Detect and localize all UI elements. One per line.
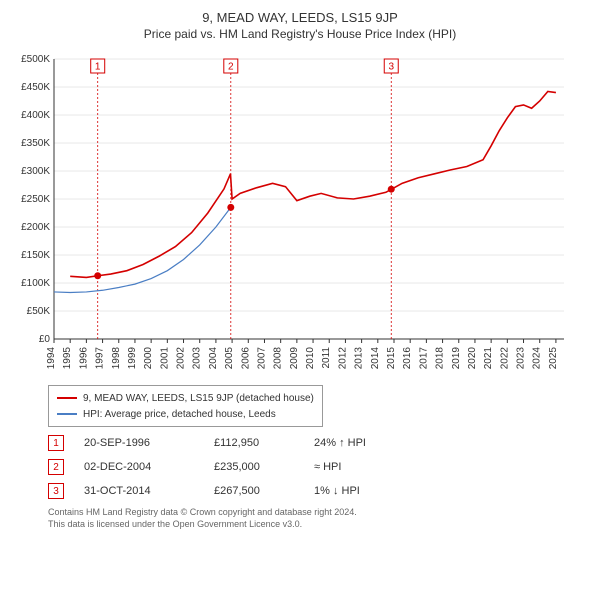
- footer: Contains HM Land Registry data © Crown c…: [48, 507, 592, 530]
- legend: 9, MEAD WAY, LEEDS, LS15 9JP (detached h…: [48, 385, 323, 427]
- svg-text:1995: 1995: [62, 347, 73, 370]
- svg-text:£500K: £500K: [21, 54, 50, 65]
- sales-price: £235,000: [214, 461, 294, 473]
- sales-marker: 2: [48, 459, 64, 475]
- svg-text:2000: 2000: [143, 347, 154, 370]
- svg-text:1998: 1998: [111, 347, 122, 370]
- svg-text:2022: 2022: [499, 347, 510, 370]
- svg-text:2006: 2006: [240, 347, 251, 370]
- legend-swatch: [57, 397, 77, 399]
- svg-text:£0: £0: [39, 334, 51, 345]
- svg-text:2007: 2007: [256, 347, 267, 370]
- svg-text:£50K: £50K: [27, 306, 51, 317]
- svg-text:2009: 2009: [289, 347, 300, 370]
- footer-line1: Contains HM Land Registry data © Crown c…: [48, 507, 592, 519]
- svg-text:2018: 2018: [435, 347, 446, 370]
- svg-text:2025: 2025: [548, 347, 559, 370]
- svg-text:2: 2: [228, 62, 234, 73]
- legend-swatch: [57, 413, 77, 415]
- legend-label: 9, MEAD WAY, LEEDS, LS15 9JP (detached h…: [83, 393, 314, 404]
- sales-row: 3 31-OCT-2014 £267,500 1% ↓ HPI: [48, 479, 592, 503]
- legend-item: HPI: Average price, detached house, Leed…: [57, 406, 314, 422]
- svg-text:2005: 2005: [224, 347, 235, 370]
- svg-text:£350K: £350K: [21, 138, 50, 149]
- legend-label: HPI: Average price, detached house, Leed…: [83, 409, 276, 420]
- svg-text:2012: 2012: [337, 347, 348, 370]
- sales-price: £267,500: [214, 485, 294, 497]
- svg-text:2019: 2019: [451, 347, 462, 370]
- chart-svg: £0 £50K £100K £150K £200K £250K £300K £350K £400…: [8, 49, 568, 379]
- svg-text:£100K: £100K: [21, 278, 50, 289]
- svg-text:2016: 2016: [402, 347, 413, 370]
- svg-text:2011: 2011: [321, 347, 332, 369]
- svg-text:1996: 1996: [78, 347, 89, 370]
- chart-title: 9, MEAD WAY, LEEDS, LS15 9JP: [8, 10, 592, 25]
- svg-text:2008: 2008: [273, 347, 284, 370]
- sales-marker: 1: [48, 435, 64, 451]
- chart-subtitle: Price paid vs. HM Land Registry's House …: [8, 27, 592, 41]
- svg-text:2010: 2010: [305, 347, 316, 370]
- svg-text:2021: 2021: [483, 347, 494, 370]
- svg-text:2014: 2014: [370, 347, 381, 370]
- svg-text:£200K: £200K: [21, 222, 50, 233]
- chart: £0 £50K £100K £150K £200K £250K £300K £350K £400…: [8, 49, 592, 379]
- svg-text:3: 3: [388, 62, 394, 73]
- svg-text:2020: 2020: [467, 347, 478, 370]
- svg-text:£250K: £250K: [21, 194, 50, 205]
- svg-text:2024: 2024: [532, 347, 543, 370]
- sales-rel: ≈ HPI: [314, 461, 404, 473]
- svg-text:2023: 2023: [516, 347, 527, 370]
- svg-text:1: 1: [95, 62, 101, 73]
- sales-date: 20-SEP-1996: [84, 437, 194, 449]
- svg-text:£300K: £300K: [21, 166, 50, 177]
- svg-text:2013: 2013: [354, 347, 365, 370]
- svg-text:£400K: £400K: [21, 110, 50, 121]
- svg-text:2001: 2001: [159, 347, 170, 370]
- sales-date: 02-DEC-2004: [84, 461, 194, 473]
- footer-line2: This data is licensed under the Open Gov…: [48, 519, 592, 531]
- legend-item: 9, MEAD WAY, LEEDS, LS15 9JP (detached h…: [57, 390, 314, 406]
- sales-price: £112,950: [214, 437, 294, 449]
- sales-date: 31-OCT-2014: [84, 485, 194, 497]
- svg-text:2017: 2017: [418, 347, 429, 370]
- svg-text:1994: 1994: [46, 347, 57, 370]
- svg-text:1997: 1997: [95, 347, 106, 370]
- sales-table: 1 20-SEP-1996 £112,950 24% ↑ HPI 2 02-DEC-200…: [48, 431, 592, 503]
- svg-text:2003: 2003: [192, 347, 203, 370]
- sales-rel: 1% ↓ HPI: [314, 485, 404, 497]
- svg-text:£450K: £450K: [21, 82, 50, 93]
- svg-text:2002: 2002: [176, 347, 187, 370]
- svg-text:1999: 1999: [127, 347, 138, 370]
- sales-rel: 24% ↑ HPI: [314, 437, 404, 449]
- sales-row: 1 20-SEP-1996 £112,950 24% ↑ HPI: [48, 431, 592, 455]
- svg-text:£150K: £150K: [21, 250, 50, 261]
- sales-marker: 3: [48, 483, 64, 499]
- svg-text:2004: 2004: [208, 347, 219, 370]
- svg-text:2015: 2015: [386, 347, 397, 370]
- sales-row: 2 02-DEC-2004 £235,000 ≈ HPI: [48, 455, 592, 479]
